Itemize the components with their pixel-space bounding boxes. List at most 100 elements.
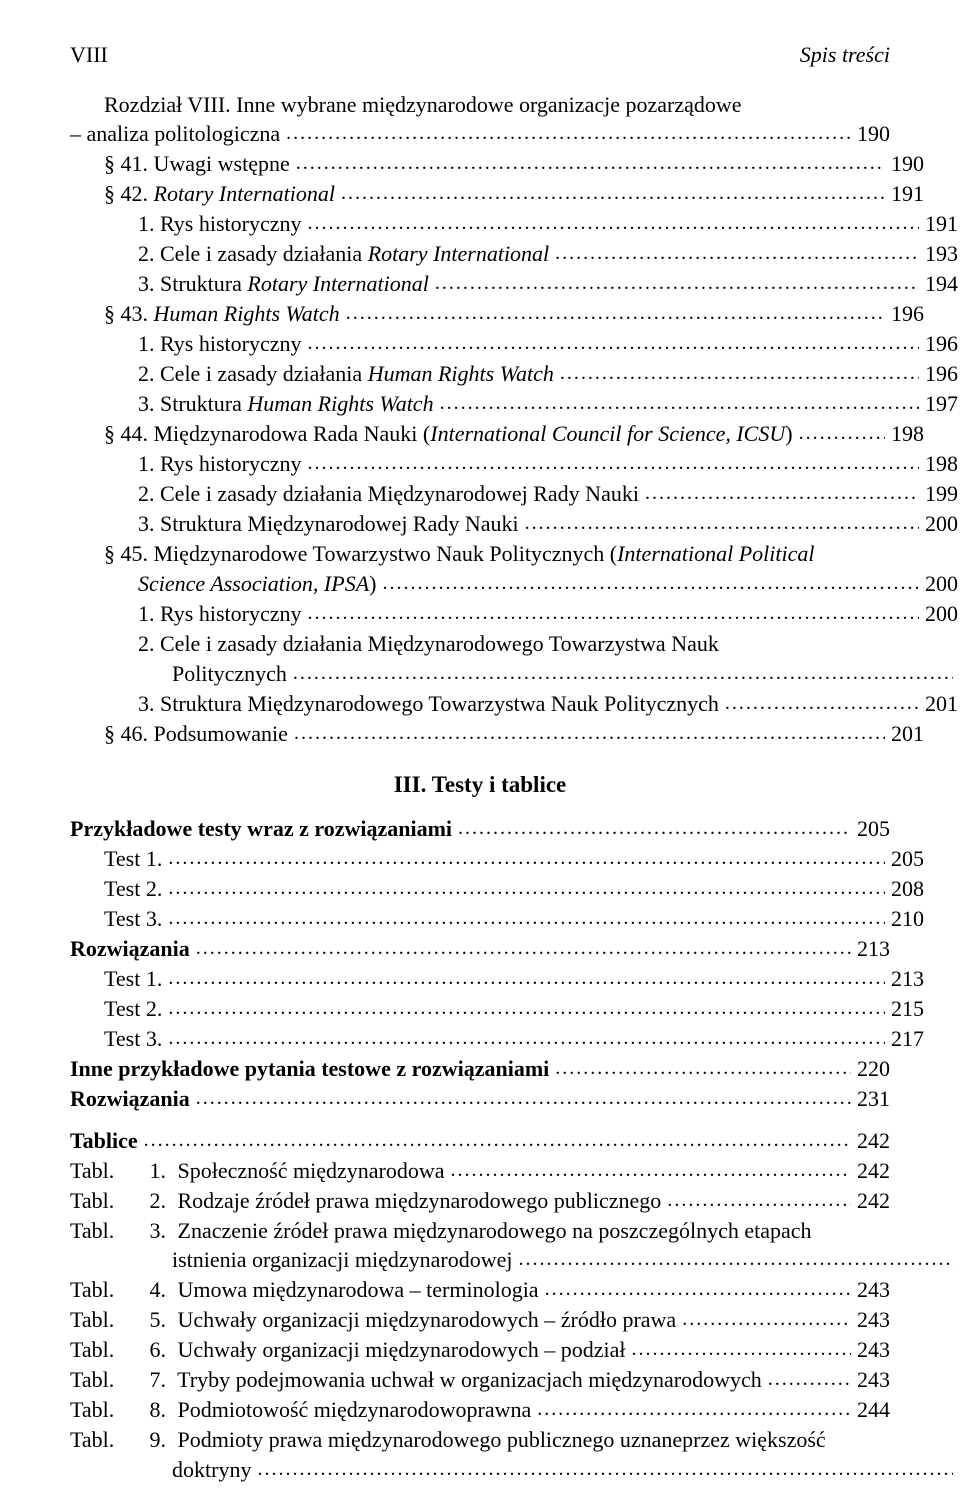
- toc-text: Test 2.: [104, 994, 162, 1024]
- dot-leader: [382, 570, 919, 597]
- toc-row: Test 3. 217: [70, 1024, 924, 1054]
- dot-leader: [168, 905, 885, 932]
- dot-leader: [286, 120, 851, 147]
- toc-row: 1. Rys historyczny 196: [70, 329, 958, 359]
- toc-row: Science Association, IPSA) 200: [70, 569, 958, 599]
- table-row: Tabl.8. Podmiotowość międzynarodowoprawn…: [70, 1395, 890, 1425]
- toc-row-wrap: 2. Cele i zasady działania Międzynarodow…: [70, 629, 890, 659]
- toc-row: Przykładowe testy wraz z rozwiązaniami 2…: [70, 814, 890, 844]
- page-ref: 190: [891, 149, 924, 179]
- dot-leader: [799, 420, 885, 447]
- toc-text: 1. Rys historyczny: [138, 329, 302, 359]
- dot-leader: [296, 150, 885, 177]
- table-row: Tabl.3. Znaczenie źródeł prawa międzynar…: [70, 1216, 890, 1246]
- toc-text: Przykładowe testy wraz z rozwiązaniami: [70, 814, 452, 844]
- section-title-right: Spis treści: [800, 40, 890, 70]
- dot-leader: [545, 1276, 851, 1303]
- tables-block: Tabl.1. Społeczność międzynarodowa 242 T…: [70, 1156, 890, 1485]
- dot-leader: [168, 845, 885, 872]
- table-row: Tabl.4. Umowa międzynarodowa – terminolo…: [70, 1275, 890, 1305]
- dot-leader: [168, 965, 885, 992]
- page-ref: 190: [857, 119, 890, 149]
- dot-leader: [168, 1025, 885, 1052]
- toc-row: Politycznych 201: [70, 659, 960, 689]
- toc-row: Test 1. 205: [70, 844, 924, 874]
- toc-text: Test 1.: [104, 844, 162, 874]
- dot-leader: [294, 720, 885, 747]
- toc-row: 3. Struktura Human Rights Watch 197: [70, 389, 958, 419]
- toc-row: § 44. Międzynarodowa Rada Nauki (Interna…: [70, 419, 924, 449]
- toc-text: § 43. Human Rights Watch: [104, 299, 340, 329]
- dot-leader: [308, 600, 920, 627]
- page-ref: 242: [857, 1156, 890, 1186]
- toc-page: VIII Spis treści Rozdział VIII. Inne wyb…: [0, 0, 960, 1501]
- dot-leader: [257, 1456, 953, 1483]
- toc-text: § 42. Rotary International: [104, 179, 335, 209]
- toc-text: 1. Rys historyczny: [138, 209, 302, 239]
- page-ref: 242: [857, 1186, 890, 1216]
- toc-text: § 44. Międzynarodowa Rada Nauki (Interna…: [104, 419, 793, 449]
- page-ref: 205: [891, 844, 924, 874]
- page-ref: 201: [925, 689, 958, 719]
- tables-label: Tablice: [70, 1126, 138, 1156]
- dot-leader: [632, 1336, 852, 1363]
- page-ref: 196: [891, 299, 924, 329]
- page-number-left: VIII: [70, 40, 108, 70]
- table-row: Tabl.1. Społeczność międzynarodowa 242: [70, 1156, 890, 1186]
- dot-leader: [196, 935, 851, 962]
- page-ref: 193: [925, 239, 958, 269]
- toc-text: 3. Struktura Międzynarodowego Towarzystw…: [138, 689, 719, 719]
- page-ref: 196: [925, 359, 958, 389]
- page-ref: 196: [925, 329, 958, 359]
- tests-block: Przykładowe testy wraz z rozwiązaniami 2…: [70, 814, 890, 1114]
- page-ref: 200: [925, 569, 958, 599]
- dot-leader: [293, 660, 953, 687]
- toc-text: 3. Struktura Human Rights Watch: [138, 389, 434, 419]
- toc-text: § 41. Uwagi wstępne: [104, 149, 290, 179]
- dot-leader: [450, 1157, 851, 1184]
- dot-leader: [346, 300, 885, 327]
- page-ref: 242: [857, 1126, 890, 1156]
- page-ref: 205: [857, 814, 890, 844]
- dot-leader: [518, 1246, 953, 1273]
- dot-leader: [768, 1366, 851, 1393]
- table-row: Tabl.5. Uchwały organizacji międzynarodo…: [70, 1305, 890, 1335]
- dot-leader: [725, 690, 919, 717]
- dot-leader: [555, 240, 919, 267]
- page-ref: 244: [857, 1395, 890, 1425]
- toc-row: 3. Struktura Międzynarodowej Rady Nauki …: [70, 509, 958, 539]
- dot-leader: [308, 210, 920, 237]
- toc-text: Inne przykładowe pytania testowe z rozwi…: [70, 1054, 549, 1084]
- toc-row: Rozwiązania 213: [70, 934, 890, 964]
- toc-text: 2. Cele i zasady działania Rotary Intern…: [138, 239, 549, 269]
- toc-row: Test 2. 215: [70, 994, 924, 1024]
- toc-row: Rozwiązania 231: [70, 1084, 890, 1114]
- page-ref: 243: [857, 1275, 890, 1305]
- toc-row: Test 1. 213: [70, 964, 924, 994]
- dot-leader: [435, 270, 919, 297]
- toc-row: 3. Struktura Rotary International 194: [70, 269, 958, 299]
- dot-leader: [560, 360, 919, 387]
- running-header: VIII Spis treści: [70, 40, 890, 70]
- toc-text: § 46. Podsumowanie: [104, 719, 288, 749]
- tables-header-row: Tablice 242: [70, 1126, 890, 1156]
- dot-leader: [341, 180, 885, 207]
- page-ref: 198: [925, 449, 958, 479]
- table-row: doktryny 244: [70, 1455, 960, 1485]
- dot-leader: [308, 330, 920, 357]
- page-ref: 199: [925, 479, 958, 509]
- toc-text: 3. Struktura Międzynarodowej Rady Nauki: [138, 509, 519, 539]
- dot-leader: [308, 450, 920, 477]
- table-row: istnienia organizacji międzynarodowej 24…: [70, 1245, 960, 1275]
- dot-leader: [537, 1396, 851, 1423]
- toc-row: 2. Cele i zasady działania Human Rights …: [70, 359, 958, 389]
- page-ref: 201: [891, 719, 924, 749]
- table-row: Tabl.6. Uchwały organizacji międzynarodo…: [70, 1335, 890, 1365]
- toc-row: Test 3. 210: [70, 904, 924, 934]
- toc-row: 2. Cele i zasady działania Międzynarodow…: [70, 479, 958, 509]
- toc-row: § 43. Human Rights Watch 196: [70, 299, 924, 329]
- toc-row: 3. Struktura Międzynarodowego Towarzystw…: [70, 689, 958, 719]
- chapter-heading-line1: Rozdział VIII. Inne wybrane międzynarodo…: [70, 90, 890, 120]
- dot-leader: [196, 1085, 851, 1112]
- page-ref: 191: [891, 179, 924, 209]
